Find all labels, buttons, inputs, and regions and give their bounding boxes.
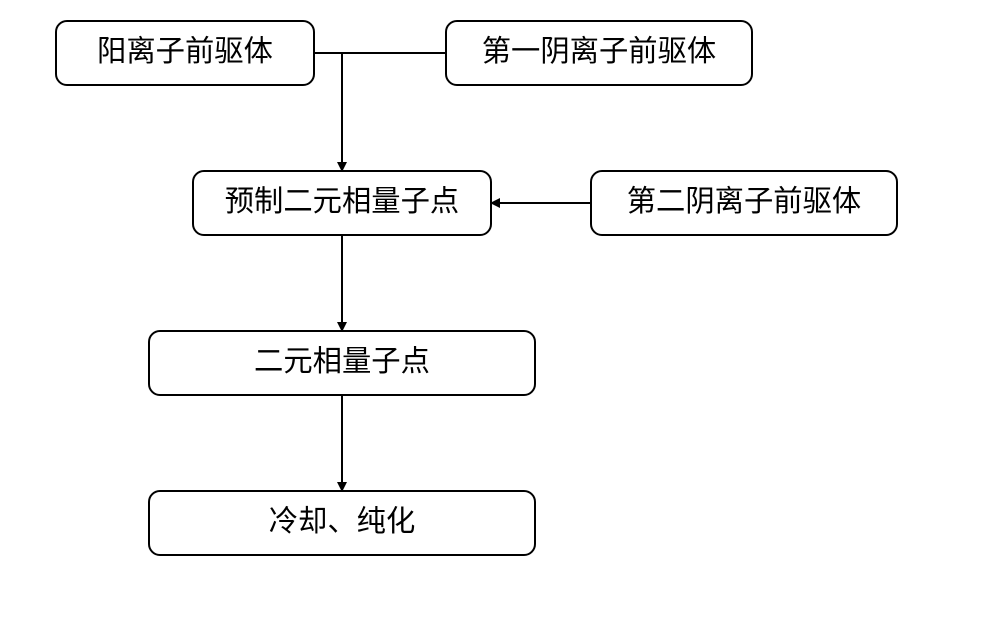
node-label: 预制二元相量子点	[225, 185, 460, 220]
node-label: 第二阴离子前驱体	[627, 185, 862, 220]
node-label: 冷却、纯化	[269, 505, 416, 540]
node-label: 二元相量子点	[254, 345, 430, 380]
node-label: 第一阴离子前驱体	[482, 35, 717, 70]
node-prefab-binary-qd: 预制二元相量子点	[192, 170, 492, 236]
flowchart-canvas: 阳离子前驱体 第一阴离子前驱体 预制二元相量子点 第二阴离子前驱体 二元相量子点…	[0, 0, 1000, 618]
node-binary-qd: 二元相量子点	[148, 330, 536, 396]
node-second-anion-precursor: 第二阴离子前驱体	[590, 170, 898, 236]
node-cool-purify: 冷却、纯化	[148, 490, 536, 556]
node-cation-precursor: 阳离子前驱体	[55, 20, 315, 86]
node-label: 阳离子前驱体	[97, 35, 273, 70]
node-first-anion-precursor: 第一阴离子前驱体	[445, 20, 753, 86]
